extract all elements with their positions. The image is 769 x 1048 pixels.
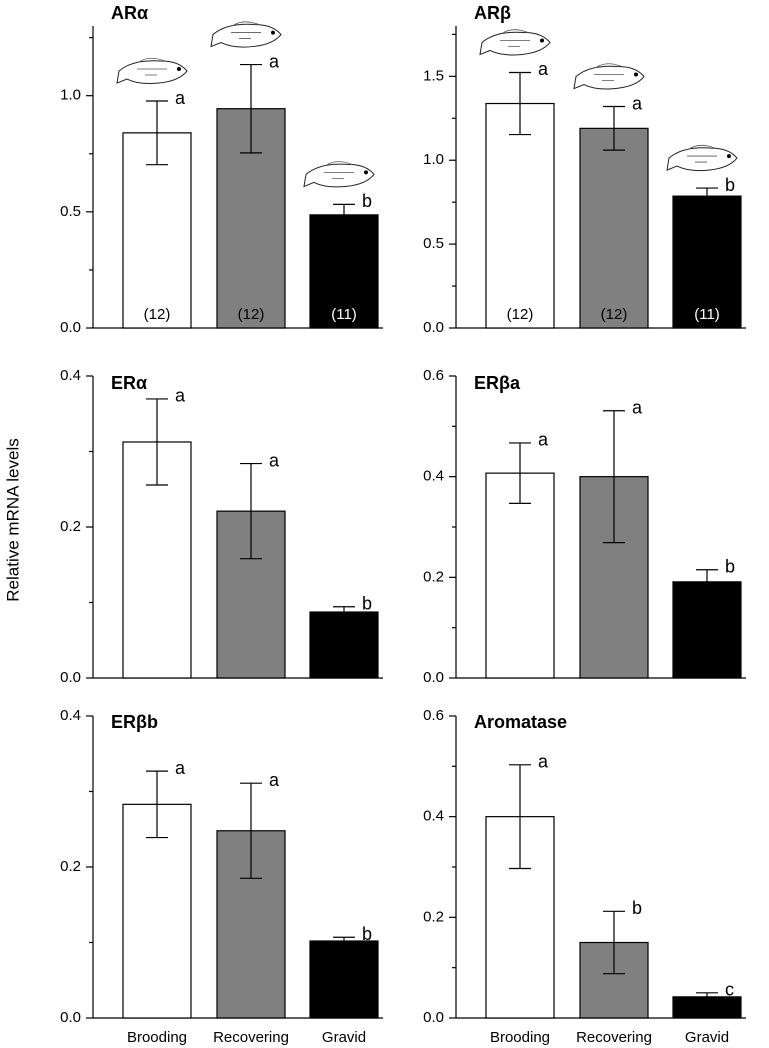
y-tick-label: 0.4 (60, 367, 81, 384)
y-tick-label: 0.4 (60, 707, 81, 724)
y-tick-label: 0.2 (60, 518, 81, 535)
n-label: (12) (601, 306, 628, 323)
y-tick-label: 1.0 (60, 87, 81, 104)
significance-letter: a (632, 397, 643, 417)
y-tick-label: 0.0 (60, 319, 81, 336)
fish-fin (137, 57, 167, 76)
significance-letter: b (362, 593, 372, 613)
fish-icon (116, 57, 188, 85)
significance-letter: b (362, 191, 372, 211)
significance-letter: b (632, 898, 642, 918)
y-tick-label: 0.6 (423, 707, 444, 724)
significance-letter: a (175, 758, 186, 778)
x-tick-label: Brooding (127, 1029, 187, 1046)
x-tick-label: Gravid (322, 1029, 366, 1046)
fish-body (666, 147, 738, 172)
n-label: (12) (144, 306, 171, 323)
y-axis-label: Relative mRNA levels (3, 438, 22, 601)
fish-eye (727, 154, 731, 159)
y-tick-label: 0.2 (423, 908, 444, 925)
x-tick-label: Gravid (685, 1029, 729, 1046)
significance-letter: a (632, 93, 643, 113)
fish-fin (594, 63, 624, 81)
significance-letter: b (725, 175, 735, 195)
significance-letter: a (538, 59, 549, 79)
significance-letter: b (725, 557, 735, 577)
significance-letter: a (269, 51, 280, 71)
y-tick-label: 0.4 (423, 808, 444, 825)
fish-eye (634, 72, 638, 77)
y-tick-label: 1.0 (423, 151, 444, 168)
n-label: (11) (331, 306, 357, 323)
fish-fin (500, 29, 530, 47)
fish-body (210, 23, 282, 48)
y-tick-label: 1.5 (423, 67, 444, 84)
fish-icon (210, 21, 282, 48)
y-tick-label: 0.0 (423, 1009, 444, 1026)
y-tick-label: 0.0 (423, 669, 444, 686)
bar (309, 940, 379, 1019)
significance-letter: a (175, 386, 186, 406)
fish-body (116, 60, 188, 85)
significance-letter: a (538, 430, 549, 450)
fish-icon (573, 63, 645, 90)
x-tick-label: Recovering (576, 1029, 652, 1046)
n-label: (12) (507, 306, 534, 323)
bar (122, 803, 192, 1019)
fish-eye (271, 30, 275, 35)
significance-letter: a (538, 752, 549, 772)
panel-title: ARα (111, 3, 148, 23)
fish-eye (540, 38, 544, 43)
bar (309, 214, 379, 329)
bar (485, 472, 555, 679)
y-tick-label: 0.4 (423, 468, 444, 485)
fish-body (303, 163, 375, 188)
fish-icon (303, 161, 375, 188)
bar (122, 132, 192, 329)
significance-letter: a (269, 770, 280, 790)
bar (672, 581, 742, 679)
fish-fin (231, 21, 261, 39)
significance-letter: a (269, 450, 280, 470)
fish-fin (687, 144, 717, 163)
y-tick-label: 0.0 (60, 669, 81, 686)
n-label: (12) (238, 306, 265, 323)
panel-title: ARβ (474, 3, 511, 23)
fish-icon (666, 144, 738, 172)
fish-fin (324, 161, 354, 179)
panel-title: ERα (111, 373, 147, 393)
y-tick-label: 0.0 (60, 1009, 81, 1026)
fish-body (479, 31, 551, 56)
bar (672, 195, 742, 329)
fish-icon (479, 29, 551, 56)
significance-letter: c (725, 980, 734, 1000)
bar (579, 127, 649, 329)
panel-title: ERβa (474, 373, 521, 393)
y-tick-label: 0.5 (60, 203, 81, 220)
y-tick-label: 0.0 (423, 319, 444, 336)
fish-eye (364, 170, 368, 175)
x-tick-label: Brooding (490, 1029, 550, 1046)
fish-eye (177, 67, 181, 72)
x-tick-label: Recovering (213, 1029, 289, 1046)
y-tick-label: 0.2 (60, 858, 81, 875)
y-tick-label: 0.6 (423, 367, 444, 384)
fish-body (573, 65, 645, 90)
y-tick-label: 0.5 (423, 235, 444, 252)
significance-letter: a (175, 88, 186, 108)
bar (485, 102, 555, 329)
panel-title: Aromatase (474, 712, 567, 732)
significance-letter: b (362, 924, 372, 944)
bar (309, 611, 379, 679)
n-label: (11) (694, 306, 720, 323)
panel-title: ERβb (111, 712, 158, 732)
y-tick-label: 0.2 (423, 568, 444, 585)
